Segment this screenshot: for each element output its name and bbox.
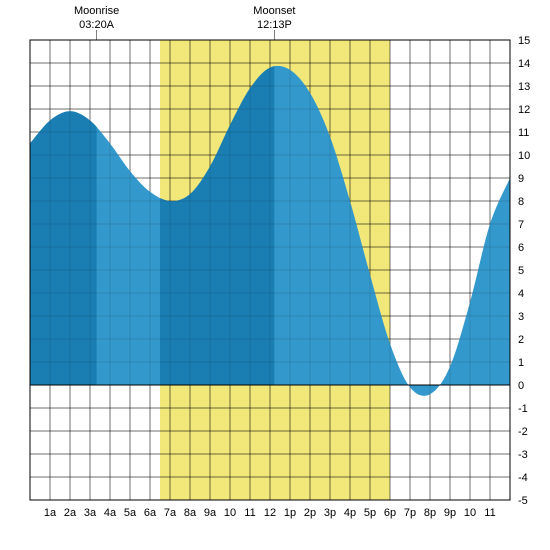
x-label: 3p: [324, 507, 336, 519]
chart-svg: 1a2a3a4a5a6a7a8a9a1011121p2p3p4p5p6p7p8p…: [0, 0, 550, 550]
y-label: 7: [518, 219, 524, 231]
x-label: 3a: [84, 507, 97, 519]
y-label: 0: [518, 380, 524, 392]
x-label: 2p: [304, 507, 316, 519]
y-label: 1: [518, 357, 524, 369]
x-label: 11: [484, 507, 495, 519]
y-label: 10: [518, 150, 530, 162]
y-label: 3: [518, 311, 524, 323]
y-label: 2: [518, 334, 524, 346]
x-label: 8a: [184, 507, 197, 519]
x-label: 10: [464, 507, 476, 519]
moonset-time: 12:13P: [257, 19, 292, 31]
moonrise-label: Moonrise: [74, 5, 119, 17]
y-label: -2: [518, 426, 528, 438]
x-label: 5p: [364, 507, 376, 519]
x-label: 4p: [344, 507, 356, 519]
x-label: 8p: [424, 507, 436, 519]
x-label: 2a: [64, 507, 77, 519]
y-label: 15: [518, 35, 530, 47]
y-label: -3: [518, 449, 528, 461]
x-label: 12: [264, 507, 276, 519]
y-label: 13: [518, 81, 530, 93]
y-label: -4: [518, 472, 528, 484]
y-label: 4: [518, 288, 524, 300]
x-label: 11: [244, 507, 255, 519]
y-label: -5: [518, 495, 528, 507]
y-label: 14: [518, 58, 530, 70]
y-label: 6: [518, 242, 524, 254]
moonset-label: Moonset: [253, 5, 295, 17]
x-label: 9p: [444, 507, 456, 519]
y-label: 9: [518, 173, 524, 185]
y-label: 12: [518, 104, 530, 116]
x-label: 6p: [384, 507, 396, 519]
moonrise-time: 03:20A: [79, 19, 115, 31]
x-label: 5a: [124, 507, 137, 519]
x-label: 6a: [144, 507, 157, 519]
x-label: 9a: [204, 507, 217, 519]
x-label: 4a: [104, 507, 117, 519]
x-label: 10: [224, 507, 236, 519]
x-label: 7p: [404, 507, 416, 519]
y-label: -1: [518, 403, 528, 415]
y-label: 8: [518, 196, 524, 208]
x-label: 1p: [284, 507, 296, 519]
y-label: 5: [518, 265, 524, 277]
y-label: 11: [518, 127, 529, 139]
tide-chart: 1a2a3a4a5a6a7a8a9a1011121p2p3p4p5p6p7p8p…: [0, 0, 550, 550]
x-label: 7a: [164, 507, 177, 519]
x-label: 1a: [44, 507, 57, 519]
